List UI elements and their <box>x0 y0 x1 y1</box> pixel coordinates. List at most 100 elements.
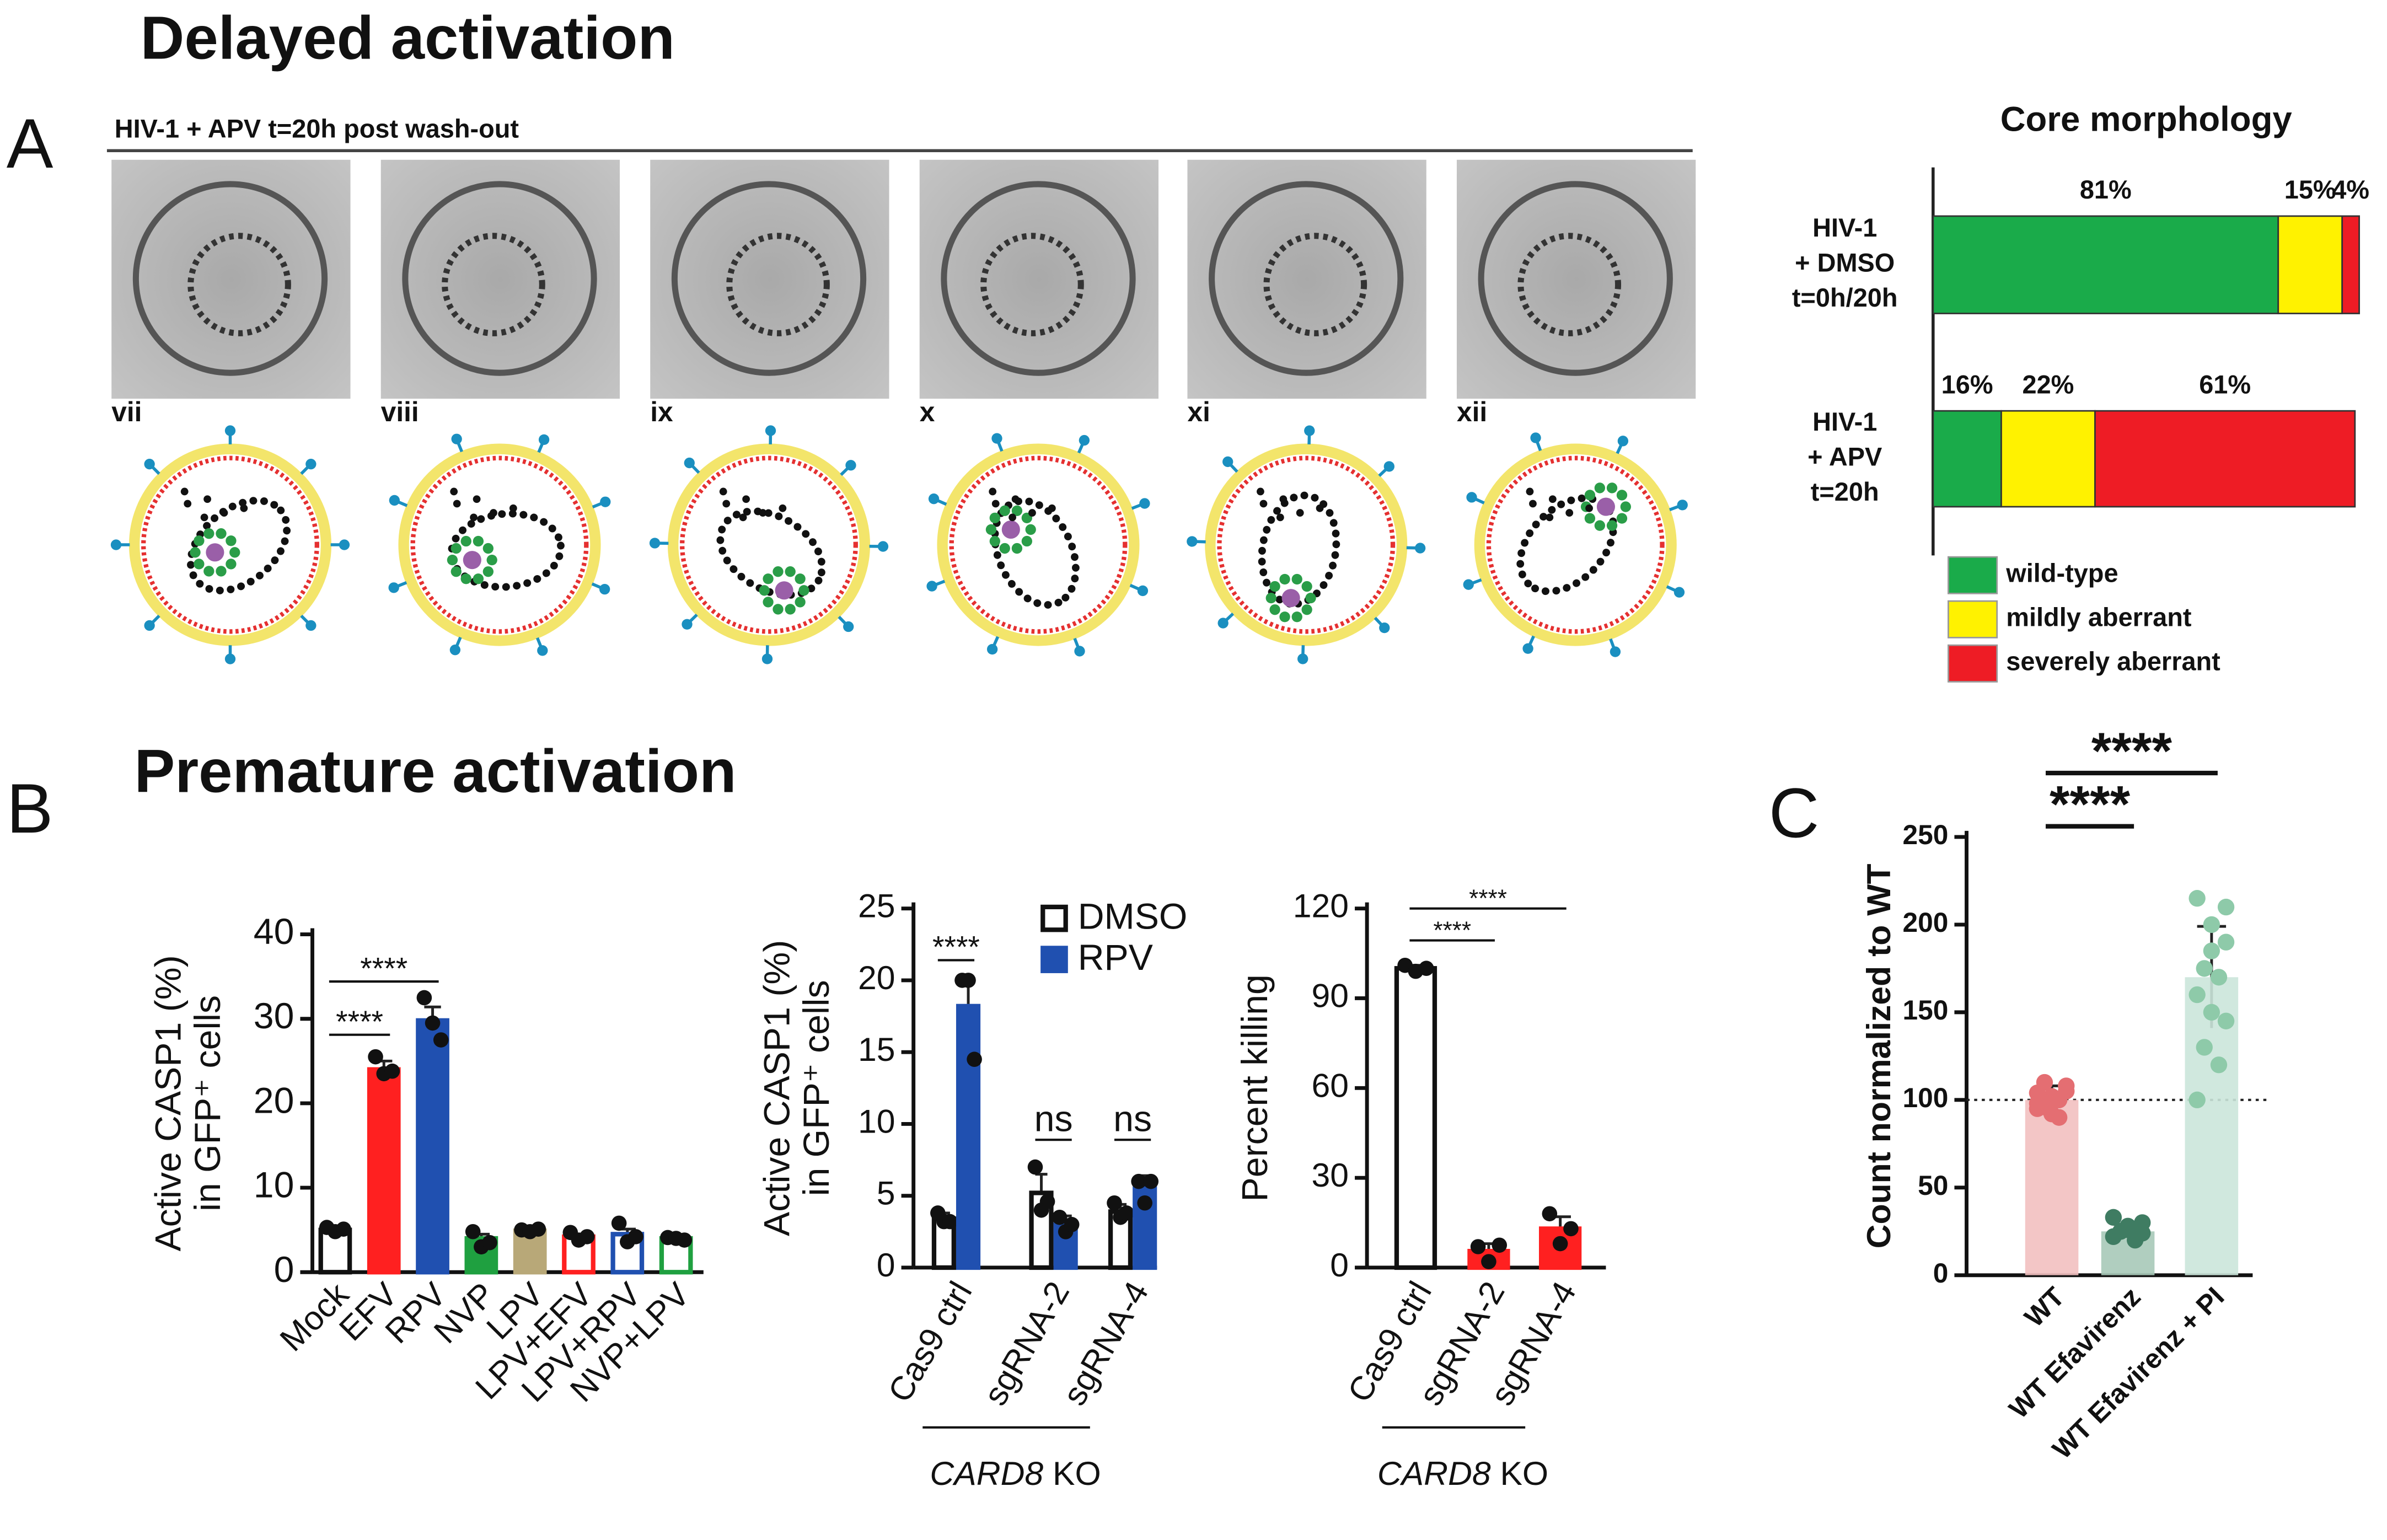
diagram-spike-head <box>1530 432 1541 443</box>
diagram-spike-head <box>449 645 461 656</box>
diagram-particle <box>184 500 192 508</box>
diagram-rnp <box>1279 611 1290 623</box>
y-tick-label: 25 <box>858 887 895 925</box>
data-point <box>433 1032 449 1048</box>
group-label-gene: CARD8 <box>930 1455 1043 1492</box>
diagram-spike-head <box>144 620 155 631</box>
diagram-particle <box>240 504 248 512</box>
diagram-particle <box>200 513 208 522</box>
diagram-spike-head <box>1617 436 1629 447</box>
micrograph-label: ix <box>650 396 673 427</box>
data-point <box>961 973 976 988</box>
diagram-particle <box>991 500 1000 508</box>
diagram-particle <box>1548 495 1557 503</box>
diagram-spike-head <box>1466 492 1477 503</box>
diagram-rnp <box>795 573 806 584</box>
micrograph <box>380 159 620 399</box>
diagram-spike-head <box>986 643 998 655</box>
diagram-particle <box>203 495 211 503</box>
data-point <box>1418 961 1434 976</box>
bar-segment <box>2341 215 2360 314</box>
data-point <box>1027 1159 1043 1175</box>
data-point <box>1107 1195 1122 1211</box>
diagram-rnp <box>190 547 201 558</box>
diagram-particle <box>742 495 750 503</box>
diagram-particle <box>1526 487 1534 496</box>
y-axis-label: Percent killing <box>1235 974 1275 1201</box>
diagram-spike-head <box>1379 622 1390 634</box>
diagram-rnp <box>1291 611 1302 623</box>
y-tick-label: 30 <box>1311 1156 1349 1194</box>
diagram-spike-head <box>928 493 940 505</box>
diagram-rnp <box>450 566 462 577</box>
significance-label: **** <box>360 951 407 985</box>
data-point <box>1552 1236 1568 1252</box>
legend-swatch <box>1040 946 1068 973</box>
diagram-spike-head <box>224 653 236 664</box>
diagram-capsid <box>991 497 1080 609</box>
diagram-capsid <box>716 507 826 599</box>
legend-label: wild-type <box>2005 559 2118 588</box>
bar <box>1394 966 1437 1270</box>
y-tick-label: 10 <box>858 1102 895 1140</box>
bar-segment <box>2094 410 2356 508</box>
significance-label: **** <box>336 1005 383 1039</box>
diagram-rna <box>1001 520 1020 539</box>
virion-membrane <box>671 181 867 376</box>
diagram-rnp <box>999 505 1010 516</box>
diagram-rnp <box>460 573 471 584</box>
y-axis-label: Count normalized to WT <box>1860 863 1897 1248</box>
y-tick-label: 0 <box>877 1246 895 1284</box>
micrograph-label: xi <box>1187 396 1210 427</box>
data-point <box>1039 1194 1055 1209</box>
virion-core <box>187 233 291 336</box>
diagram-particle <box>180 487 189 496</box>
diagram-particle <box>1009 513 1016 522</box>
bar <box>367 1067 401 1275</box>
y-tick-label: 40 <box>254 911 294 952</box>
data-point <box>2058 1077 2075 1094</box>
data-point <box>2119 1221 2137 1238</box>
category-label: HIV-1 <box>1812 213 1877 242</box>
micrograph-label: xii <box>1457 396 1487 427</box>
y-axis-label: Active CASP1 (%) <box>757 940 797 1236</box>
diagram-spike-head <box>1414 543 1426 554</box>
diagram-rnp <box>1606 520 1618 531</box>
data-point <box>628 1229 643 1244</box>
diagram-rnp <box>1025 524 1036 535</box>
group-label: CARD8 KO <box>930 1455 1101 1492</box>
diagram-rnp <box>226 559 237 570</box>
y-tick-label: 0 <box>1330 1246 1349 1284</box>
bar-segment <box>2277 215 2343 314</box>
legend-label: DMSO <box>1078 896 1188 937</box>
diagram-rnp <box>759 585 770 596</box>
virion-core <box>1517 233 1622 336</box>
data-point <box>2196 960 2213 977</box>
diagram-rnp <box>1584 490 1596 501</box>
diagram-rnp <box>1620 501 1631 512</box>
data-point <box>1481 1254 1496 1269</box>
virion-membrane <box>1209 181 1404 376</box>
virion-membrane <box>941 181 1136 376</box>
diagram-spike-head <box>845 460 856 471</box>
legend-label: severely aberrant <box>2006 647 2220 676</box>
diagram-rnp <box>229 547 240 558</box>
value-label: 15% <box>2284 175 2336 204</box>
diagram-particle <box>1279 495 1288 503</box>
data-point <box>942 1214 958 1230</box>
data-point <box>1137 1195 1152 1211</box>
diagram-capsid <box>447 509 565 591</box>
data-point <box>1143 1173 1159 1189</box>
diagram-particle <box>470 513 478 522</box>
diagram-particle <box>1048 504 1056 512</box>
diagram-rnp <box>216 528 227 539</box>
significance-label: **** <box>1433 917 1471 944</box>
diagram-rnp <box>1269 581 1280 592</box>
diagram-rnp <box>1594 482 1606 493</box>
diagram-particle <box>450 487 458 496</box>
diagram-spike-head <box>1463 579 1474 590</box>
legend-swatch <box>1948 600 1998 638</box>
diagram-particle <box>1546 513 1554 522</box>
diagram-rna <box>463 551 481 570</box>
diagram-rnp <box>1265 592 1276 604</box>
